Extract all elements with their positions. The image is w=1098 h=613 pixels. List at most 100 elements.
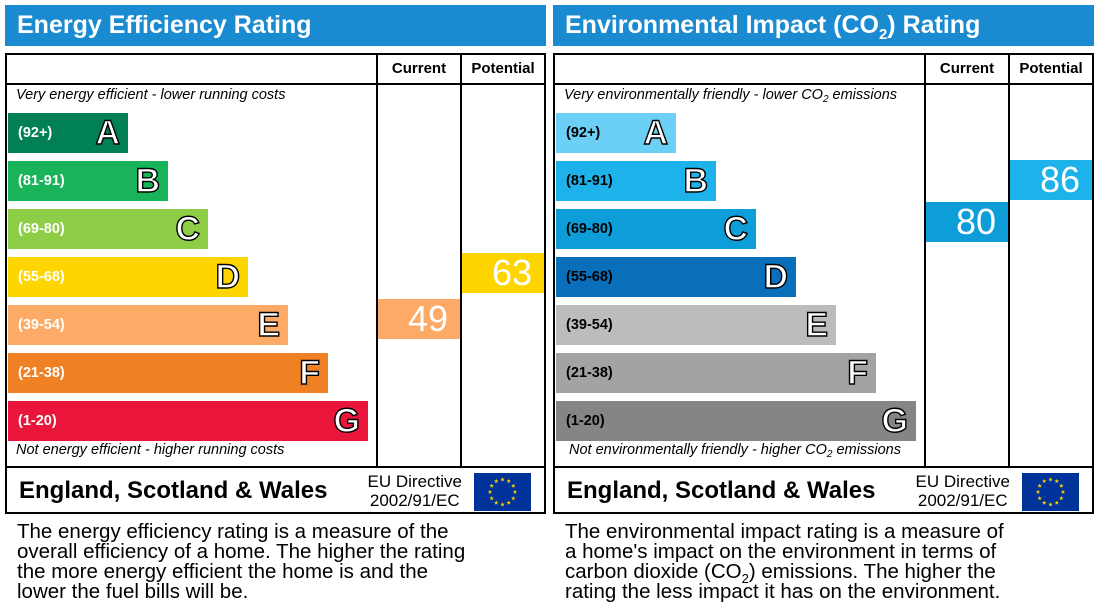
directive-line-1: EU Directive <box>915 472 1010 491</box>
eu-star <box>1060 489 1066 494</box>
rating-band-e: (39-54) E <box>8 305 288 345</box>
energy-efficiency-title: Energy Efficiency Rating <box>5 5 546 46</box>
header-divider <box>7 83 544 85</box>
band-range-label: (39-54) <box>18 317 65 333</box>
band-range-label: (21-38) <box>566 365 613 381</box>
caption-line: lower the fuel bills will be. <box>17 580 249 603</box>
rating-band-c: (69-80) C <box>8 209 208 249</box>
footer: England, Scotland & Wales EU Directive 2… <box>553 466 1094 514</box>
band-range-label: (55-68) <box>566 269 613 285</box>
eu-flag-icon <box>1022 473 1079 511</box>
eu-star <box>1041 478 1047 484</box>
band-range-label: (81-91) <box>566 173 613 189</box>
top-note: Very environmentally friendly - lower CO… <box>564 87 898 105</box>
eu-star <box>1059 495 1064 501</box>
region-label: England, Scotland & Wales <box>19 477 328 504</box>
band-range-label: (1-20) <box>18 413 57 429</box>
rating-band-e: (39-54) E <box>556 305 836 345</box>
rating-band-g: (1-20) G <box>8 401 368 441</box>
eu-star <box>506 500 512 505</box>
current-column-header: Current <box>939 60 995 77</box>
rating-band-a: (92+) A <box>8 113 128 153</box>
rating-band-a: (92+) A <box>556 113 676 153</box>
eu-star <box>1035 489 1041 494</box>
band-letter: A <box>95 113 121 152</box>
band-letter: C <box>723 209 749 248</box>
caption-line: rating the less impact it has on the env… <box>565 580 1001 603</box>
eu-directive: EU Directive 2002/91/EC <box>916 472 1010 510</box>
rating-band-c: (69-80) C <box>556 209 756 249</box>
current-column-divider <box>924 55 926 466</box>
current-rating-marker: 80 <box>926 202 1008 242</box>
environmental-impact-title: Environmental Impact (CO2) Rating <box>553 5 1094 46</box>
band-letter: B <box>135 161 161 200</box>
eu-star <box>506 478 512 484</box>
bottom-note: Not energy efficient - higher running co… <box>16 442 285 458</box>
eu-star <box>1037 495 1042 501</box>
eu-star <box>1037 483 1042 488</box>
caption-line: carbon dioxide (CO2) emissions. The high… <box>565 560 996 587</box>
directive-line-1: EU Directive <box>367 472 462 491</box>
rating-band-b: (81-91) B <box>8 161 168 201</box>
potential-rating-marker: 86 <box>1010 160 1092 200</box>
band-range-label: (92+) <box>18 125 53 141</box>
band-letter: B <box>683 161 709 200</box>
rating-band-f: (21-38) F <box>556 353 876 393</box>
caption-line: the more energy efficient the home is an… <box>17 560 429 583</box>
band-range-label: (21-38) <box>18 365 65 381</box>
eu-star <box>500 477 505 482</box>
rating-band-d: (55-68) D <box>8 257 248 297</box>
eu-star <box>512 489 518 494</box>
band-range-label: (81-91) <box>18 173 65 189</box>
eu-star <box>1048 477 1053 482</box>
eu-star <box>500 502 505 507</box>
eu-star <box>1059 483 1064 488</box>
eu-star <box>1048 502 1053 507</box>
band-range-label: (69-80) <box>566 221 613 237</box>
band-range-label: (69-80) <box>18 221 65 237</box>
band-range-label: (1-20) <box>566 413 605 429</box>
potential-rating-marker: 63 <box>462 253 544 293</box>
region-label: England, Scotland & Wales <box>567 477 876 504</box>
caption-line: The energy efficiency rating is a measur… <box>17 520 449 543</box>
eu-star <box>511 495 516 501</box>
band-letter: C <box>175 209 201 248</box>
current-rating-marker: 49 <box>378 299 460 339</box>
directive-line-2: 2002/91/EC <box>917 491 1008 510</box>
band-letter: F <box>847 353 869 392</box>
eu-directive: EU Directive 2002/91/EC <box>368 472 462 510</box>
rating-band-f: (21-38) F <box>8 353 328 393</box>
eu-star <box>489 483 494 488</box>
eu-flag-icon <box>474 473 531 511</box>
eu-star <box>511 483 516 488</box>
environmental-impact-chart: Current Potential Very environmentally f… <box>553 53 1094 468</box>
potential-column-header: Potential <box>471 60 535 77</box>
rating-band-d: (55-68) D <box>556 257 796 297</box>
rating-band-g: (1-20) G <box>556 401 916 441</box>
bottom-note: Not environmentally friendly - higher CO… <box>569 442 901 460</box>
band-letter: D <box>763 257 789 296</box>
directive-line-2: 2002/91/EC <box>369 491 460 510</box>
eu-star <box>487 489 493 494</box>
potential-column-divider <box>1008 55 1010 466</box>
potential-column-header: Potential <box>1019 60 1083 77</box>
band-letter: E <box>805 305 829 344</box>
environmental-impact-panel: Environmental Impact (CO2) Rating Curren… <box>553 5 1094 613</box>
header-divider <box>555 83 1092 85</box>
eu-star <box>493 500 499 505</box>
eu-star <box>1041 500 1047 505</box>
footer: England, Scotland & Wales EU Directive 2… <box>5 466 546 514</box>
potential-column-divider <box>460 55 462 466</box>
eu-star <box>489 495 494 501</box>
energy-efficiency-chart: Current Potential Very energy efficient … <box>5 53 546 468</box>
caption-line: The environmental impact rating is a mea… <box>565 520 1004 543</box>
band-letter: A <box>643 113 669 152</box>
eu-star <box>1054 478 1060 484</box>
caption-line: a home's impact on the environment in te… <box>565 540 997 563</box>
rating-band-b: (81-91) B <box>556 161 716 201</box>
band-letter: D <box>215 257 241 296</box>
eu-star <box>1054 500 1060 505</box>
top-note: Very energy efficient - lower running co… <box>16 87 286 103</box>
current-column-header: Current <box>391 60 447 77</box>
energy-efficiency-panel: Energy Efficiency Rating Current Potenti… <box>5 5 546 613</box>
